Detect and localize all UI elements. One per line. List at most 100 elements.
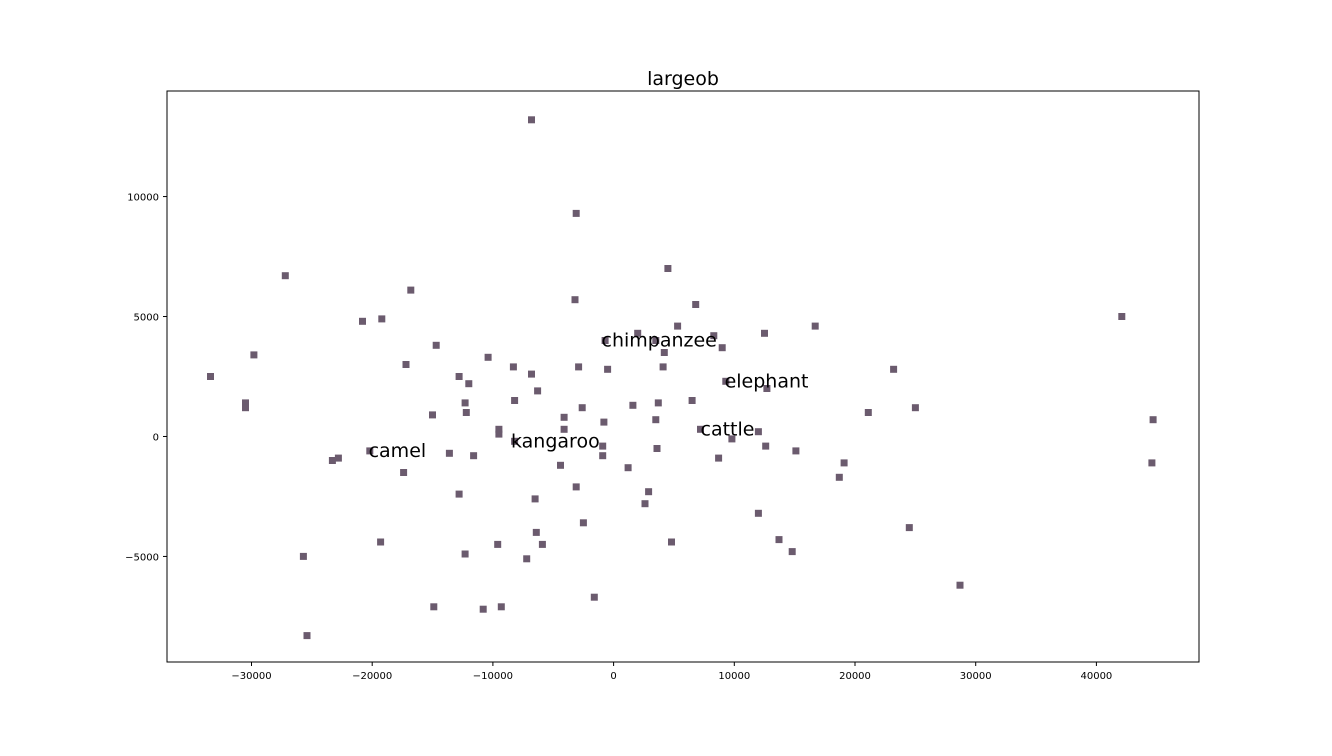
y-tick-label: 10000 [127,193,159,204]
data-point [1118,313,1126,320]
data-point [572,209,580,217]
annotation-label: elephant [725,370,809,392]
data-point [697,425,704,433]
data-point [652,416,660,424]
data-point [763,385,771,392]
data-point [754,428,762,436]
data-point [479,605,487,613]
annotation-label: kangaroo [511,430,600,452]
data-point [445,449,453,457]
data-point [400,469,408,476]
data-point [722,377,730,385]
data-point [407,286,415,294]
annotation-label: chimpanzee [602,330,717,352]
data-point [956,581,964,589]
data-point [462,409,470,416]
data-point [668,538,675,546]
data-point [429,411,436,419]
chart-title: largeob [647,68,719,90]
data-point [461,399,469,407]
y-tick-label: −5000 [125,552,159,563]
data-point [532,528,540,536]
data-point [402,361,410,368]
data-point [761,329,768,337]
data-point [538,540,546,548]
x-tick-label: 30000 [960,671,992,682]
data-point [430,603,438,611]
x-tick-label: −30000 [231,671,271,682]
x-tick-label: 10000 [718,671,750,682]
data-point [242,404,249,412]
data-point [523,555,531,563]
data-point [494,540,502,548]
data-point [911,404,919,412]
y-tick-label: 0 [153,432,159,443]
data-point [497,603,505,611]
data-point [495,425,503,433]
data-point [664,265,672,272]
data-point [1148,459,1156,467]
annotation-label: camel [369,440,427,462]
annotation-label: cattle [701,418,755,440]
data-point [775,536,783,544]
data-point [659,363,667,371]
data-point [455,373,463,380]
data-point [715,454,723,462]
data-point [728,435,736,443]
data-point [560,413,568,421]
data-point [470,452,478,460]
data-point [378,315,386,323]
data-point [465,380,473,388]
data-point [242,399,249,407]
data-point [484,353,492,361]
data-point [281,272,289,280]
data-point [1149,416,1157,424]
data-point [653,445,661,452]
data-point [811,322,819,330]
data-point [604,365,612,373]
data-point [792,447,800,455]
data-point [461,550,469,558]
data-point [299,552,307,560]
y-tick-label: 5000 [134,313,159,324]
data-point [557,461,564,469]
data-point [366,447,374,455]
data-point [571,296,579,304]
x-tick-label: 20000 [839,671,871,682]
data-point [600,418,608,426]
points-layer [207,116,1157,640]
data-point [377,538,385,546]
x-tick-label: 40000 [1080,671,1112,682]
data-point [718,344,726,352]
data-point [495,430,503,438]
x-axis: −30000 −20000 −10000 0 10000 20000 30000 40000 [231,662,1112,682]
annotations-layer: chimpanzee elephant cattle kangaroo camel [369,330,809,462]
data-point [624,464,632,472]
data-point [629,401,637,409]
data-point [572,483,580,491]
data-point [590,593,598,601]
y-axis: −5000 0 5000 10000 [125,193,167,563]
data-point [864,409,872,416]
data-point [634,329,642,337]
data-point [432,341,440,349]
data-point [531,495,539,503]
data-point [511,397,519,404]
data-point [455,490,463,498]
data-point [840,459,848,467]
data-point [645,488,653,496]
data-point [599,452,607,460]
data-point [674,322,682,330]
data-point [560,425,568,433]
data-point [835,473,843,481]
data-point [710,332,718,340]
data-point [328,457,336,464]
data-point [601,337,609,344]
data-point [334,454,342,462]
x-tick-label: −10000 [473,671,513,682]
data-point [359,317,366,325]
data-point [579,519,587,527]
data-point [250,351,258,359]
data-point [652,337,660,344]
data-point [641,500,649,508]
